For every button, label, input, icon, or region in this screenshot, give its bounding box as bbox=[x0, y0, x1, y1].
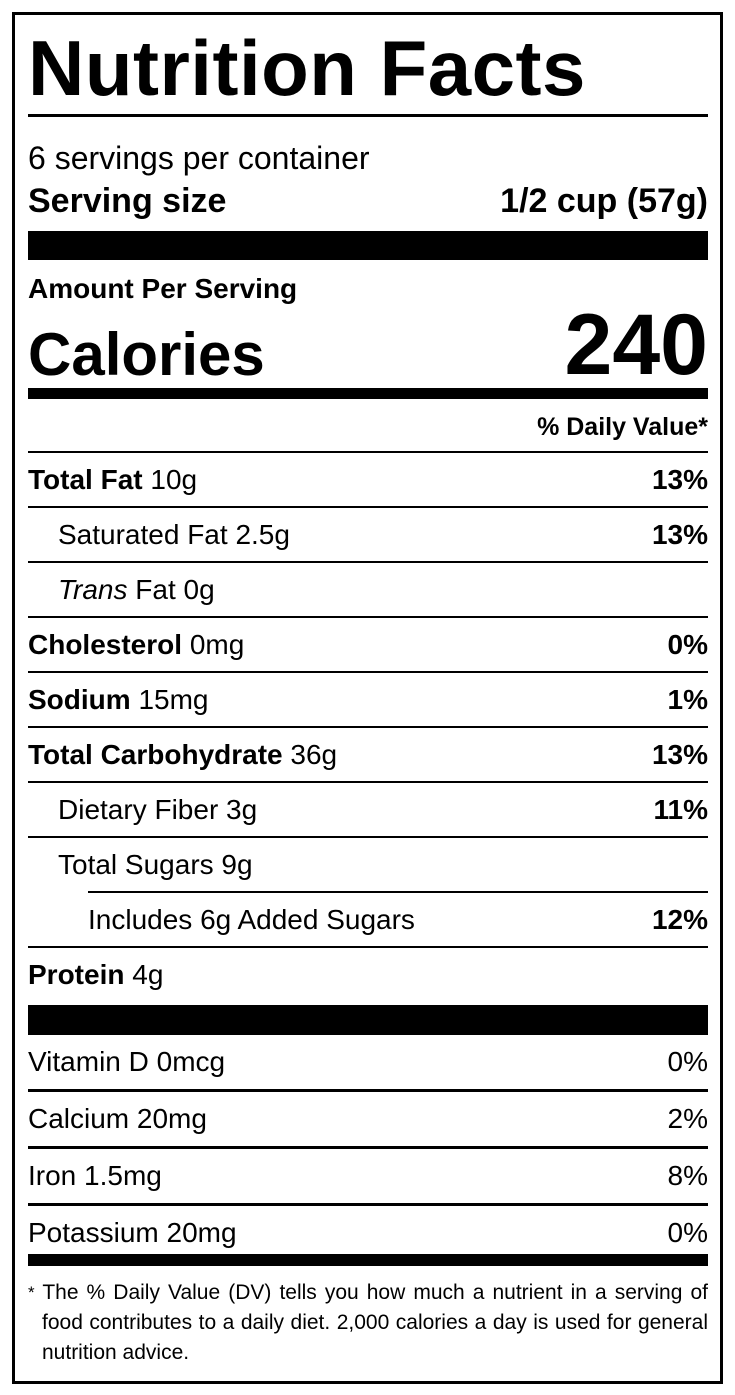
nutrient-name: Dietary Fiber bbox=[58, 793, 219, 825]
vitamin-name: Iron 1.5mg bbox=[28, 1160, 162, 1191]
nutrient-name: Protein bbox=[28, 958, 125, 990]
vitamin-row: Iron 1.5mg 8% bbox=[28, 1149, 708, 1206]
nutrient-dv: 1% bbox=[667, 683, 708, 715]
thick-divider bbox=[28, 1005, 708, 1035]
amount-per-serving: Amount Per Serving bbox=[28, 273, 298, 304]
footnote: * The % Daily Value (DV) tells you how m… bbox=[28, 1278, 708, 1368]
nutrient-dv: 13% bbox=[651, 518, 708, 550]
vitamin-dv: 8% bbox=[667, 1160, 708, 1191]
serving-size-label: Serving size bbox=[28, 182, 227, 220]
nutrient-amount: 36g bbox=[290, 738, 338, 770]
servings-per-container: 6 servings per container bbox=[28, 140, 370, 176]
label-title: Nutrition Facts bbox=[28, 24, 586, 112]
vitamin-name: Calcium 20mg bbox=[28, 1103, 207, 1134]
nutrient-amount: 15mg bbox=[138, 683, 209, 715]
serving-size-value: 1/2 cup (57g) bbox=[500, 182, 708, 220]
nutrient-row-saturated-fat: Saturated Fat 2.5g 13% bbox=[28, 508, 708, 563]
nutrient-row-total-fat: Total Fat 10g 13% bbox=[28, 453, 708, 508]
nutrient-amount: 0g bbox=[183, 573, 215, 605]
nutrient-name: Includes 6g Added Sugars bbox=[88, 903, 415, 935]
nutrient-row-sodium: Sodium 15mg 1% bbox=[28, 673, 708, 728]
nutrient-row-total-carbohydrate: Total Carbohydrate 36g 13% bbox=[28, 728, 708, 783]
vitamin-dv: 0% bbox=[667, 1046, 708, 1077]
label-content: Nutrition Facts 6 servings per container… bbox=[28, 15, 708, 1381]
vitamin-list: Vitamin D 0mcg 0% Calcium 20mg 2% Iron 1.5… bbox=[28, 1035, 708, 1260]
nutrient-amount: 3g bbox=[226, 793, 258, 825]
medium-divider bbox=[28, 1254, 708, 1266]
footnote-text: The % Daily Value (DV) tells you how muc… bbox=[42, 1281, 708, 1364]
vitamin-row: Calcium 20mg 2% bbox=[28, 1092, 708, 1149]
nutrient-row-protein: Protein 4g bbox=[28, 948, 708, 1001]
nutrient-name-suffix: Fat bbox=[135, 573, 176, 605]
nutrient-dv: 11% bbox=[653, 793, 709, 825]
thick-divider bbox=[28, 231, 708, 260]
nutrient-name: Total Fat bbox=[28, 463, 143, 495]
nutrient-row-trans-fat: Trans Fat 0g bbox=[28, 563, 708, 618]
nutrient-dv: 0% bbox=[667, 628, 708, 660]
serving-size: Serving size 1/2 cup (57g) bbox=[28, 180, 708, 222]
vitamin-dv: 0% bbox=[667, 1217, 708, 1248]
nutrient-name: Trans bbox=[58, 573, 128, 605]
calories-label: Calories bbox=[28, 321, 265, 388]
nutrient-name: Saturated Fat bbox=[58, 518, 228, 550]
nutrient-amount: 10g bbox=[150, 463, 198, 495]
nutrient-amount: 9g bbox=[221, 848, 253, 880]
calories-row: Calories 240 bbox=[28, 300, 708, 390]
daily-value-header: % Daily Value* bbox=[537, 413, 708, 441]
nutrient-name: Total Sugars bbox=[58, 848, 214, 880]
nutrient-row-added-sugars: Includes 6g Added Sugars 12% bbox=[28, 893, 708, 948]
vitamin-row: Potassium 20mg 0% bbox=[28, 1206, 708, 1260]
nutrient-name: Total Carbohydrate bbox=[28, 738, 283, 770]
nutrient-row-dietary-fiber: Dietary Fiber 3g 11% bbox=[28, 783, 708, 838]
nutrient-list: Total Fat 10g 13% Saturated Fat 2.5g 13% T… bbox=[28, 453, 708, 1001]
vitamin-dv: 2% bbox=[667, 1103, 708, 1134]
footnote-asterisk: * bbox=[28, 1283, 35, 1302]
vitamin-name: Potassium 20mg bbox=[28, 1217, 237, 1248]
nutrient-row-total-sugars: Total Sugars 9g bbox=[28, 838, 708, 891]
nutrient-dv: 12% bbox=[651, 903, 708, 935]
nutrient-amount: 4g bbox=[132, 958, 164, 990]
calories-value: 240 bbox=[564, 297, 709, 393]
vitamin-name: Vitamin D 0mcg bbox=[28, 1046, 226, 1077]
nutrient-name: Cholesterol bbox=[28, 628, 183, 660]
divider bbox=[88, 891, 708, 893]
nutrient-amount: 0mg bbox=[189, 628, 245, 660]
medium-divider bbox=[28, 388, 708, 399]
divider bbox=[28, 114, 708, 117]
nutrient-name: Sodium bbox=[28, 683, 131, 715]
vitamin-row: Vitamin D 0mcg 0% bbox=[28, 1035, 708, 1092]
divider bbox=[28, 451, 708, 453]
nutrient-dv: 13% bbox=[651, 738, 708, 770]
nutrient-row-cholesterol: Cholesterol 0mg 0% bbox=[28, 618, 708, 673]
nutrient-dv: 13% bbox=[651, 463, 708, 495]
nutrient-amount: 2.5g bbox=[235, 518, 290, 550]
nutrition-facts-label: Nutrition Facts 6 servings per container… bbox=[12, 12, 723, 1384]
